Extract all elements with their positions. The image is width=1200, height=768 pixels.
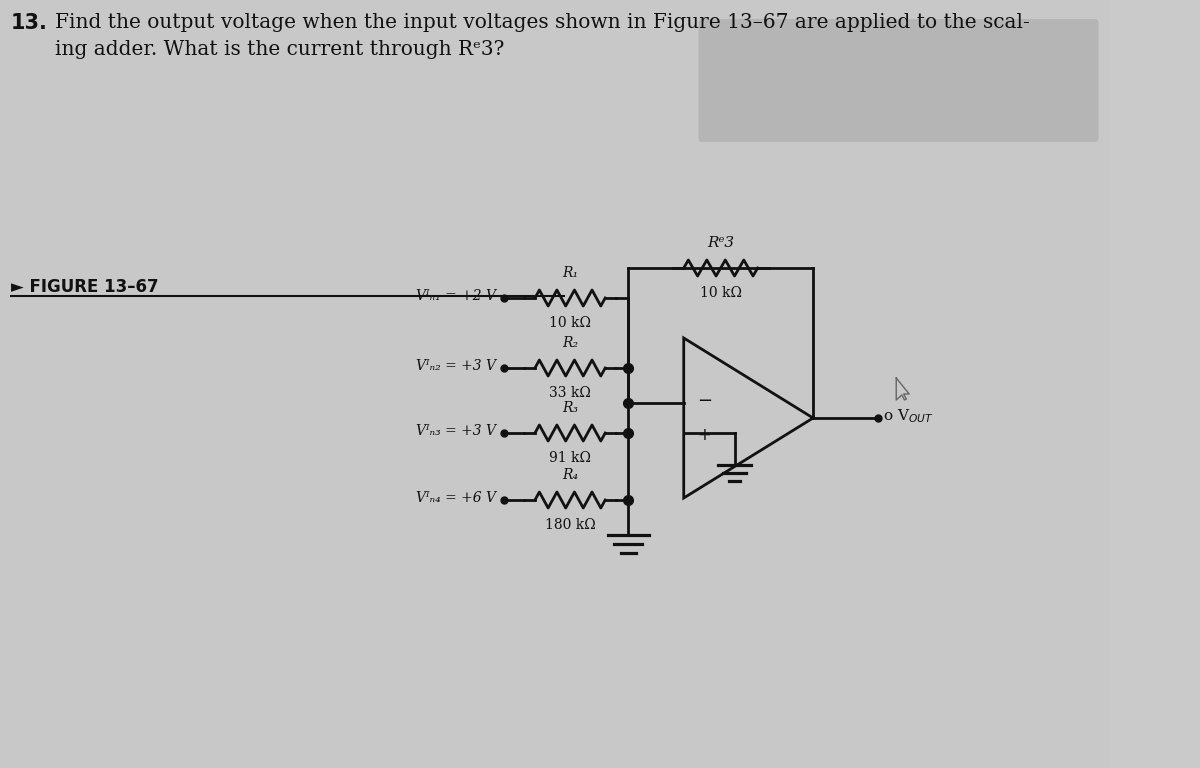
Text: Find the output voltage when the input voltages shown in Figure 13–67 are applie: Find the output voltage when the input v… (55, 13, 1030, 32)
Text: ing adder. What is the current through Rᵉ3?: ing adder. What is the current through R… (55, 40, 505, 59)
Text: 10 kΩ: 10 kΩ (700, 286, 742, 300)
Text: 180 kΩ: 180 kΩ (545, 518, 595, 532)
Text: Vᴵₙ₁ = +2 V: Vᴵₙ₁ = +2 V (416, 289, 496, 303)
Text: R₄: R₄ (562, 468, 578, 482)
Text: o V$_{OUT}$: o V$_{OUT}$ (883, 407, 934, 425)
Text: 10 kΩ: 10 kΩ (550, 316, 592, 330)
Text: 33 kΩ: 33 kΩ (550, 386, 592, 400)
FancyBboxPatch shape (698, 19, 1098, 142)
Text: 91 kΩ: 91 kΩ (550, 451, 592, 465)
Text: Vᴵₙ₃ = +3 V: Vᴵₙ₃ = +3 V (416, 424, 496, 438)
Text: Rᵉ3: Rᵉ3 (707, 236, 734, 250)
Text: R₁: R₁ (562, 266, 578, 280)
Text: ► FIGURE 13–67: ► FIGURE 13–67 (11, 278, 158, 296)
Text: Vᴵₙ₄ = +6 V: Vᴵₙ₄ = +6 V (416, 491, 496, 505)
Text: Vᴵₙ₂ = +3 V: Vᴵₙ₂ = +3 V (416, 359, 496, 373)
Text: +: + (697, 426, 712, 444)
Text: −: − (697, 392, 713, 410)
Text: R₂: R₂ (562, 336, 578, 350)
FancyBboxPatch shape (0, 0, 1109, 768)
Text: 13.: 13. (11, 13, 48, 33)
Text: R₃: R₃ (562, 401, 578, 415)
